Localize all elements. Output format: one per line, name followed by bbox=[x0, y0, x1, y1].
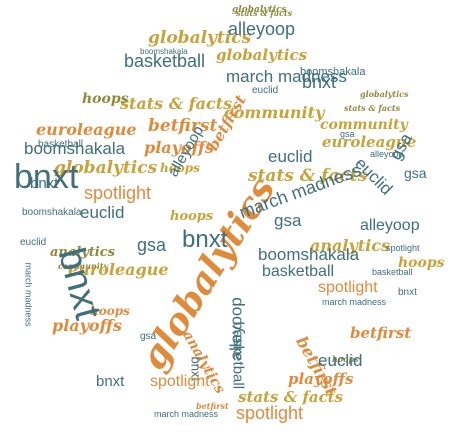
word-globalytics: globalytics bbox=[216, 46, 308, 64]
word-gsa: gsa bbox=[404, 165, 427, 181]
word-basketball: basketball bbox=[262, 263, 335, 280]
word-community: community bbox=[320, 117, 408, 133]
word-alleyoop: alleyoop bbox=[228, 19, 296, 39]
word-hoops: hoops bbox=[90, 304, 130, 318]
word-analytics: analytics bbox=[310, 236, 390, 255]
word-bnxt: bnxt bbox=[96, 373, 125, 390]
word-boomshakala: boomshakala bbox=[300, 66, 366, 78]
word-stats-facts: stats & facts bbox=[236, 8, 293, 18]
word-stats-facts: stats & facts bbox=[120, 94, 233, 113]
word-spotlight: spotlight bbox=[236, 403, 304, 423]
word-basketball: basketball bbox=[124, 51, 206, 71]
word-betfirst: betfirst bbox=[350, 324, 412, 342]
word-bnxt: bnxt bbox=[302, 72, 337, 92]
word-hoops: hoops bbox=[332, 354, 359, 364]
word-euclid: euclid bbox=[252, 85, 279, 96]
word-stats-facts: stats & facts bbox=[248, 166, 368, 186]
word-bnxt: bnxt bbox=[398, 287, 417, 298]
word-playoffs: playoffs bbox=[144, 138, 214, 157]
word-spotlight: spotlight bbox=[318, 279, 378, 296]
word-stats-facts: stats & facts bbox=[238, 388, 344, 406]
word-hoops: hoops bbox=[170, 209, 214, 224]
word-gsa: gsa bbox=[140, 331, 157, 342]
word-community: community bbox=[224, 103, 325, 122]
word-euclid: euclid bbox=[20, 237, 47, 248]
word-hoops: hoops bbox=[82, 91, 129, 107]
word-euclid: euclid bbox=[268, 147, 313, 166]
word-boomshakala: boomshakala bbox=[258, 245, 360, 264]
word-globalytics: globalytics bbox=[360, 89, 409, 99]
word-boomshakala: boomshakala bbox=[24, 139, 126, 158]
word-basketball: basketball bbox=[372, 267, 413, 277]
word-globalytics: globalytics bbox=[148, 28, 252, 48]
word-euclid: euclid bbox=[318, 351, 363, 370]
word-playoffs: playoffs bbox=[288, 370, 354, 388]
word-gsa: gsa bbox=[340, 129, 355, 139]
word-march-madness: march madness bbox=[154, 409, 219, 419]
word-alleyoop: alleyoop bbox=[370, 149, 404, 159]
word-euroleague: euroleague bbox=[68, 260, 169, 279]
word-betfirst: betfirst bbox=[196, 401, 229, 411]
word-alleyoop: alleyoop bbox=[360, 217, 420, 234]
word-euclid: euclid bbox=[80, 203, 125, 222]
word-euroleague: euroleague bbox=[36, 120, 137, 139]
word-hoops: hoops bbox=[398, 255, 445, 271]
word-gsa: gsa bbox=[137, 235, 167, 255]
word-globalytics: globalytics bbox=[54, 158, 158, 178]
word-spotlight: spotlight bbox=[84, 183, 152, 203]
word-analytics: analytics bbox=[50, 245, 115, 260]
word-betfirst: betfirst bbox=[148, 116, 218, 136]
word-boomshakala: boomshakala bbox=[140, 47, 188, 56]
word-spotlight: spotlight bbox=[150, 373, 210, 390]
word-boomshakala: boomshakala bbox=[22, 207, 82, 218]
word-globalytics: globalytics bbox=[232, 5, 287, 15]
word-stats-facts: stats & facts bbox=[344, 103, 401, 113]
word-basketball: basketball bbox=[38, 139, 84, 150]
word-hoops: hoops bbox=[160, 161, 200, 175]
word-playoffs: playoffs bbox=[52, 316, 122, 335]
word-gsa: gsa bbox=[274, 211, 302, 230]
word-march-madness: march madness bbox=[23, 262, 34, 327]
word-march-madness: march madness bbox=[322, 297, 387, 307]
word-euroleague: euroleague bbox=[322, 133, 417, 151]
word-bnxt: bnxt bbox=[182, 226, 228, 253]
word-march-madness: march madness bbox=[226, 67, 347, 86]
word-bnxt: bnxt bbox=[14, 158, 79, 196]
word-community: community bbox=[58, 261, 109, 271]
word-bnxt: bnxt bbox=[30, 175, 59, 192]
word-alleyoop: alleyoop bbox=[226, 297, 246, 361]
word-spotlight: spotlight bbox=[386, 243, 420, 253]
